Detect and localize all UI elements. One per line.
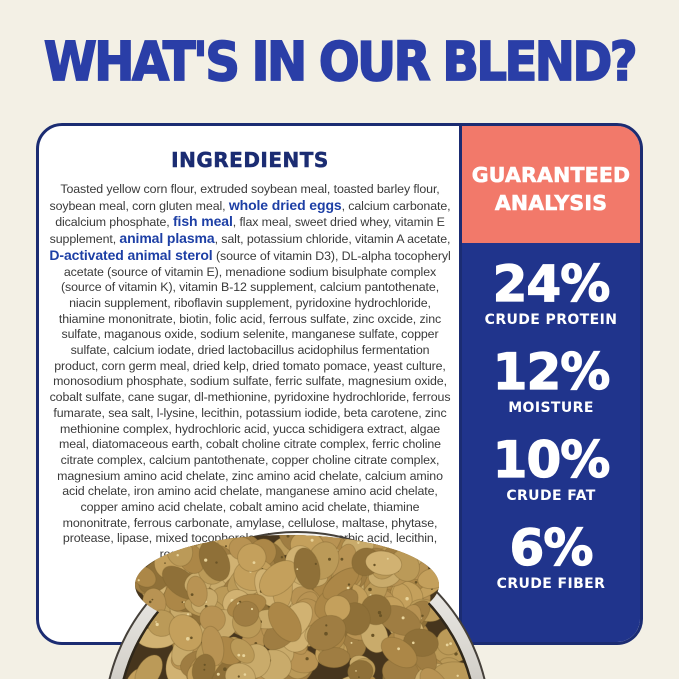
stat-crude-fiber: 6% CRUDE FIBER [496, 519, 606, 592]
stat-label-crude-fiber: CRUDE FIBER [496, 576, 606, 592]
guaranteed-analysis-header: GUARANTEED ANALYSIS [462, 126, 640, 243]
guaranteed-analysis-title-line1: GUARANTEED [471, 163, 631, 188]
ingredients-section: INGREDIENTS Toasted yellow corn flour, e… [39, 126, 459, 642]
ingredients-heading: INGREDIENTS [171, 148, 329, 173]
guaranteed-analysis-panel: GUARANTEED ANALYSIS 24% CRUDE PROTEIN 12% M… [459, 126, 640, 642]
stat-label-crude-protein: CRUDE PROTEIN [484, 312, 618, 328]
stat-value-crude-protein: 24% [492, 255, 611, 313]
ingredient-phrase-highlighted: whole dried eggs [228, 196, 342, 213]
ingredient-phrase: (source of vitamin D3), DL-alpha tocophe… [49, 248, 451, 562]
ingredient-phrase: , calcium carbonate, dicalcium phosphate… [55, 198, 451, 230]
stat-label-crude-fat: CRUDE FAT [506, 488, 596, 504]
stat-value-crude-fat: 10% [492, 431, 611, 489]
ingredient-phrase-highlighted: D-activated animal sterol [49, 246, 213, 263]
guaranteed-analysis-title-line2: ANALYSIS [494, 190, 608, 215]
stat-label-moisture: MOISTURE [508, 400, 594, 416]
stat-moisture: 12% MOISTURE [492, 343, 611, 416]
stat-value-moisture: 12% [492, 343, 611, 401]
ingredient-phrase-highlighted: fish meal [172, 213, 233, 230]
ingredient-phrase-highlighted: animal plasma [119, 230, 215, 247]
analysis-stats: 24% CRUDE PROTEIN 12% MOISTURE 10% CRUDE FAT 6… [462, 243, 640, 642]
ingredient-phrase: , flax meal, sweet dried whey, vitamin E… [49, 215, 445, 247]
stat-value-crude-fiber: 6% [509, 519, 594, 577]
blend-card: INGREDIENTS Toasted yellow corn flour, e… [36, 123, 643, 645]
stat-crude-fat: 10% CRUDE FAT [492, 431, 611, 504]
ingredient-phrase: , salt, potassium chloride, vitamin A ac… [214, 232, 451, 247]
ingredients-list: Toasted yellow corn flour, extruded soyb… [49, 182, 451, 563]
ingredient-phrase: Toasted yellow corn flour, extruded soyb… [49, 182, 440, 213]
page-title: WHAT'S IN OUR BLEND? [43, 30, 638, 95]
stat-crude-protein: 24% CRUDE PROTEIN [484, 255, 618, 328]
